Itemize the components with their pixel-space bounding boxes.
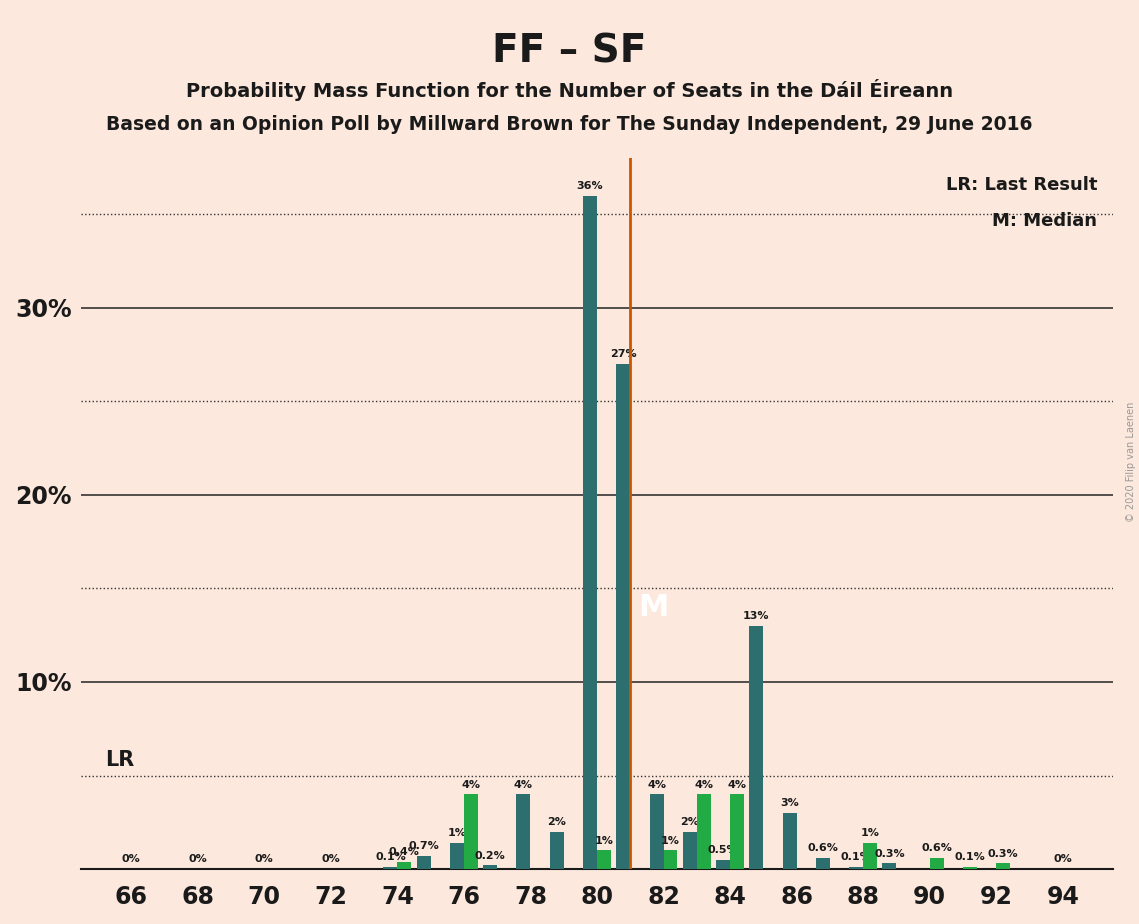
Bar: [997, 863, 1010, 869]
Text: 0.5%: 0.5%: [707, 845, 738, 855]
Text: 13%: 13%: [743, 611, 770, 621]
Text: 1%: 1%: [448, 828, 466, 838]
Text: 1%: 1%: [861, 828, 879, 838]
Text: LR: Last Result: LR: Last Result: [945, 176, 1097, 194]
Bar: [583, 196, 597, 869]
Text: 2%: 2%: [680, 817, 699, 827]
Bar: [697, 795, 711, 869]
Text: 0%: 0%: [1054, 855, 1072, 864]
Text: 1%: 1%: [595, 835, 614, 845]
Text: LR: LR: [105, 750, 134, 770]
Bar: [616, 364, 630, 869]
Bar: [929, 857, 943, 869]
Text: 0.6%: 0.6%: [921, 843, 952, 853]
Text: 0.1%: 0.1%: [954, 853, 985, 862]
Bar: [398, 861, 411, 869]
Text: 3%: 3%: [780, 798, 798, 808]
Bar: [863, 843, 877, 869]
Text: 0%: 0%: [321, 855, 341, 864]
Text: 4%: 4%: [514, 780, 533, 789]
Bar: [682, 832, 697, 869]
Text: 0.3%: 0.3%: [874, 849, 904, 858]
Bar: [749, 626, 763, 869]
Bar: [816, 857, 830, 869]
Text: M: Median: M: Median: [992, 212, 1097, 229]
Bar: [597, 850, 611, 869]
Bar: [550, 832, 564, 869]
Text: 2%: 2%: [547, 817, 566, 827]
Text: M: M: [638, 592, 669, 622]
Bar: [883, 863, 896, 869]
Bar: [664, 850, 678, 869]
Text: 4%: 4%: [728, 780, 746, 789]
Bar: [464, 795, 478, 869]
Bar: [384, 867, 398, 869]
Text: 0.6%: 0.6%: [808, 843, 838, 853]
Text: 0.1%: 0.1%: [841, 853, 871, 862]
Text: 0.7%: 0.7%: [408, 841, 439, 851]
Text: FF – SF: FF – SF: [492, 32, 647, 70]
Text: 1%: 1%: [661, 835, 680, 845]
Text: 36%: 36%: [576, 181, 604, 191]
Bar: [962, 867, 977, 869]
Text: 0%: 0%: [255, 855, 273, 864]
Bar: [782, 813, 796, 869]
Bar: [417, 856, 431, 869]
Text: 4%: 4%: [647, 780, 666, 789]
Bar: [730, 795, 744, 869]
Text: 4%: 4%: [461, 780, 481, 789]
Text: 0%: 0%: [122, 855, 140, 864]
Bar: [850, 867, 863, 869]
Text: Based on an Opinion Poll by Millward Brown for The Sunday Independent, 29 June 2: Based on an Opinion Poll by Millward Bro…: [106, 116, 1033, 135]
Bar: [450, 843, 464, 869]
Bar: [516, 795, 531, 869]
Text: 4%: 4%: [695, 780, 713, 789]
Text: 0.2%: 0.2%: [475, 851, 506, 860]
Text: © 2020 Filip van Laenen: © 2020 Filip van Laenen: [1126, 402, 1136, 522]
Text: 0.4%: 0.4%: [388, 847, 420, 857]
Text: 27%: 27%: [611, 349, 637, 359]
Text: 0%: 0%: [188, 855, 207, 864]
Text: 0.1%: 0.1%: [375, 853, 405, 862]
Bar: [649, 795, 664, 869]
Text: 0.3%: 0.3%: [988, 849, 1018, 858]
Bar: [483, 865, 498, 869]
Text: Probability Mass Function for the Number of Seats in the Dáil Éireann: Probability Mass Function for the Number…: [186, 79, 953, 101]
Bar: [716, 859, 730, 869]
